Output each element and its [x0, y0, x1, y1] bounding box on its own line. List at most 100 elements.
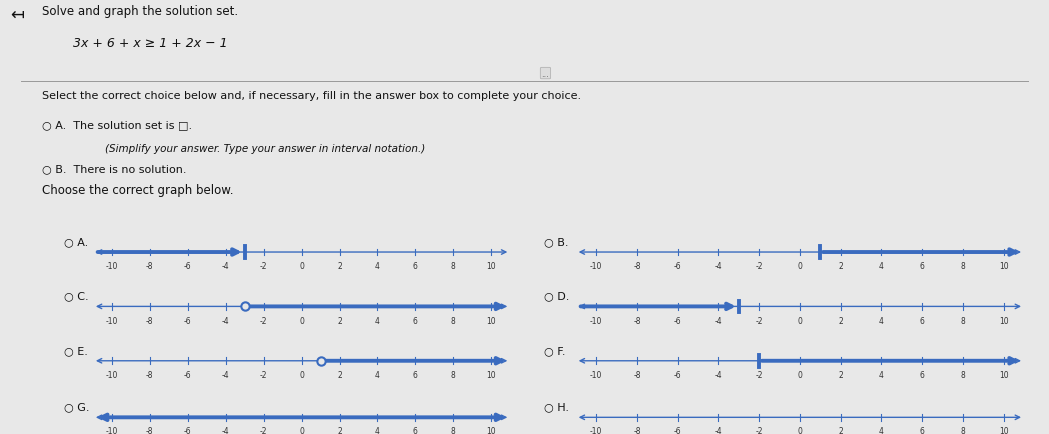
- Text: -2: -2: [755, 427, 763, 434]
- Text: Choose the correct graph below.: Choose the correct graph below.: [42, 184, 234, 197]
- Text: -8: -8: [634, 427, 641, 434]
- Text: 8: 8: [961, 316, 965, 325]
- Text: ○ A.: ○ A.: [64, 237, 88, 247]
- Text: 10: 10: [487, 316, 496, 325]
- Text: 4: 4: [879, 262, 884, 270]
- Text: -8: -8: [634, 262, 641, 270]
- Text: 6: 6: [413, 316, 418, 325]
- Text: 6: 6: [413, 370, 418, 379]
- Text: 0: 0: [299, 316, 304, 325]
- Text: -2: -2: [755, 316, 763, 325]
- Text: -10: -10: [590, 262, 602, 270]
- Text: 8: 8: [961, 262, 965, 270]
- Text: -6: -6: [673, 262, 682, 270]
- Text: -6: -6: [673, 316, 682, 325]
- Text: 0: 0: [797, 262, 802, 270]
- Text: -8: -8: [146, 370, 153, 379]
- Text: 10: 10: [487, 370, 496, 379]
- Text: -2: -2: [755, 370, 763, 379]
- Text: -10: -10: [590, 316, 602, 325]
- Text: 10: 10: [487, 427, 496, 434]
- Text: -4: -4: [714, 262, 722, 270]
- Text: -4: -4: [222, 370, 230, 379]
- Text: 3x + 6 + x ≥ 1 + 2x − 1: 3x + 6 + x ≥ 1 + 2x − 1: [73, 36, 228, 49]
- Text: 2: 2: [337, 370, 342, 379]
- Text: 4: 4: [879, 370, 884, 379]
- Text: -10: -10: [106, 427, 119, 434]
- Text: -4: -4: [714, 427, 722, 434]
- Text: 8: 8: [961, 370, 965, 379]
- Text: 8: 8: [961, 427, 965, 434]
- Text: 0: 0: [797, 316, 802, 325]
- Text: -8: -8: [634, 370, 641, 379]
- Text: -2: -2: [260, 370, 267, 379]
- Text: 10: 10: [999, 427, 1008, 434]
- Text: 4: 4: [879, 316, 884, 325]
- Text: 0: 0: [797, 370, 802, 379]
- Text: 10: 10: [487, 262, 496, 270]
- Text: -2: -2: [260, 316, 267, 325]
- Text: ○ B.  There is no solution.: ○ B. There is no solution.: [42, 164, 187, 174]
- Text: ○ H.: ○ H.: [544, 401, 570, 411]
- Text: 6: 6: [920, 262, 924, 270]
- Text: -6: -6: [673, 427, 682, 434]
- Text: -8: -8: [634, 316, 641, 325]
- Text: -6: -6: [184, 427, 192, 434]
- Text: 8: 8: [451, 316, 455, 325]
- Text: 8: 8: [451, 262, 455, 270]
- Text: ○ F.: ○ F.: [544, 345, 565, 355]
- Text: -4: -4: [222, 262, 230, 270]
- Text: -2: -2: [260, 262, 267, 270]
- Text: -6: -6: [184, 262, 192, 270]
- Text: -10: -10: [106, 262, 119, 270]
- Text: 2: 2: [337, 427, 342, 434]
- Text: 4: 4: [374, 427, 380, 434]
- Text: 10: 10: [999, 370, 1008, 379]
- Text: -10: -10: [590, 427, 602, 434]
- Text: 2: 2: [838, 316, 843, 325]
- Text: -8: -8: [146, 262, 153, 270]
- Text: 6: 6: [920, 427, 924, 434]
- Text: -8: -8: [146, 316, 153, 325]
- Text: 4: 4: [879, 427, 884, 434]
- Text: -6: -6: [184, 316, 192, 325]
- Text: 4: 4: [374, 370, 380, 379]
- Text: -2: -2: [260, 427, 267, 434]
- Text: -4: -4: [714, 316, 722, 325]
- Text: 0: 0: [797, 427, 802, 434]
- Text: ↤: ↤: [10, 6, 24, 23]
- Text: -10: -10: [106, 316, 119, 325]
- Text: ○ D.: ○ D.: [544, 291, 570, 301]
- Text: -6: -6: [673, 370, 682, 379]
- Text: (Simplify your answer. Type your answer in interval notation.): (Simplify your answer. Type your answer …: [105, 144, 425, 154]
- Text: 2: 2: [337, 316, 342, 325]
- Text: ○ C.: ○ C.: [64, 291, 88, 301]
- Text: -4: -4: [714, 370, 722, 379]
- Text: 0: 0: [299, 370, 304, 379]
- Text: ○ A.  The solution set is □.: ○ A. The solution set is □.: [42, 120, 192, 130]
- Text: 2: 2: [838, 370, 843, 379]
- Text: 6: 6: [920, 370, 924, 379]
- Text: 8: 8: [451, 427, 455, 434]
- Text: -8: -8: [146, 427, 153, 434]
- Text: Select the correct choice below and, if necessary, fill in the answer box to com: Select the correct choice below and, if …: [42, 91, 581, 101]
- Text: -4: -4: [222, 316, 230, 325]
- Text: 10: 10: [999, 262, 1008, 270]
- Text: 0: 0: [299, 262, 304, 270]
- Text: 2: 2: [337, 262, 342, 270]
- Text: 8: 8: [451, 370, 455, 379]
- Text: 6: 6: [920, 316, 924, 325]
- Text: 6: 6: [413, 427, 418, 434]
- Text: Solve and graph the solution set.: Solve and graph the solution set.: [42, 6, 238, 18]
- Text: -10: -10: [106, 370, 119, 379]
- Text: ○ E.: ○ E.: [64, 345, 87, 355]
- Text: ○ B.: ○ B.: [544, 237, 569, 247]
- Text: 2: 2: [838, 262, 843, 270]
- Text: 2: 2: [838, 427, 843, 434]
- Text: 0: 0: [299, 427, 304, 434]
- Text: 6: 6: [413, 262, 418, 270]
- Text: 4: 4: [374, 262, 380, 270]
- Text: -6: -6: [184, 370, 192, 379]
- Text: -2: -2: [755, 262, 763, 270]
- Text: ...: ...: [541, 69, 550, 79]
